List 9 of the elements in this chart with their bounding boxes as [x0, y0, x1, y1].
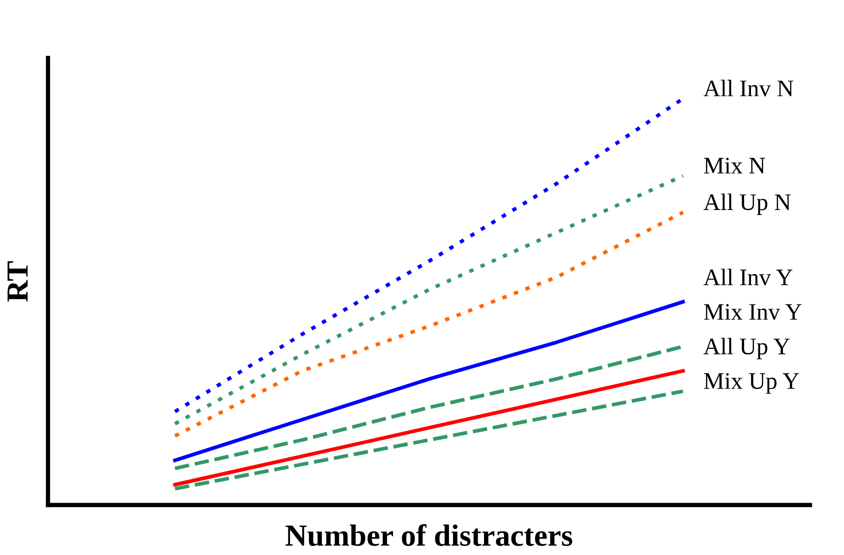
series-label: Mix N — [704, 158, 766, 174]
series-label: All Inv N — [704, 80, 794, 96]
series-label: All Up Y — [704, 338, 790, 360]
y-axis-title: RT — [8, 261, 28, 302]
series-label: All Up N — [704, 194, 791, 215]
series-label: Mix Inv Y — [704, 304, 802, 320]
x-axis-title: Number of distracters — [286, 524, 572, 546]
series-label: All Inv Y — [704, 268, 792, 286]
series-label: Mix Up Y — [704, 373, 799, 394]
